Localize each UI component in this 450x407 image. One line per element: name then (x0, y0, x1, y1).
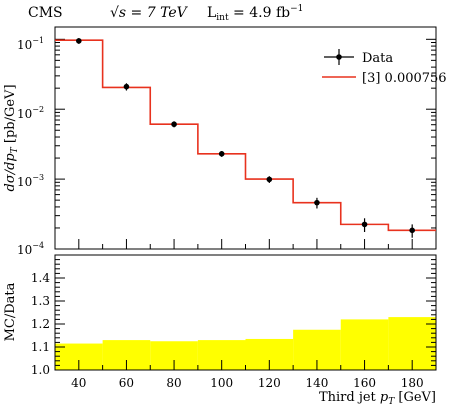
data-point (171, 121, 177, 128)
ytick-label-1e-3: 10−3 (17, 173, 44, 189)
legend-data-marker (336, 54, 342, 60)
xtick-label: 140 (305, 376, 328, 390)
xtick-label: 60 (119, 376, 134, 390)
ratio-ylabel: MC/Data (3, 282, 18, 341)
energy-label: √s = 7 TeV (110, 5, 189, 21)
data-point (361, 221, 368, 228)
xtick-label: 80 (166, 376, 181, 390)
main-axis-ticks (54, 38, 437, 250)
luminosity-label: Lint = 4.9 fb−1 (207, 4, 303, 23)
data-point (218, 151, 225, 157)
xtick-label: 100 (210, 376, 233, 390)
ytick-label-1e-2: 10−2 (17, 105, 44, 121)
ratio-ytick-labels: 1.0 1.1 1.2 1.3 1.4 (31, 271, 50, 377)
ytick-label-1e-4: 10−4 (17, 241, 44, 257)
ratio-ytick-label: 1.4 (31, 271, 50, 285)
ratio-axis-ticks (54, 254, 437, 371)
data-point (314, 199, 320, 206)
ratio-ytick-label: 1.0 (31, 363, 50, 377)
prediction-step-line (55, 39, 436, 232)
ytick-label-1e-1: 10−1 (17, 36, 44, 52)
main-plot-marks (55, 38, 436, 238)
ratio-ytick-label: 1.2 (31, 317, 50, 331)
legend: Data [3] 0.000756 (322, 49, 447, 86)
main-panel: 10−1 10−2 10−3 10−4 dσ/dpT [pb/GeV] Data… (3, 26, 447, 257)
ratio-panel: 1.0 1.1 1.2 1.3 1.4 40 60 80 100 120 140 160 180 MC… (3, 254, 437, 407)
ratio-ytick-label: 1.3 (31, 294, 50, 308)
experiment-label: CMS (28, 5, 63, 21)
xtick-label: 160 (353, 376, 376, 390)
xtick-labels: 40 60 80 100 120 140 160 180 (71, 376, 423, 390)
data-point (266, 176, 273, 183)
ratio-band (55, 317, 436, 370)
xtick-label: 120 (258, 376, 281, 390)
data-point (123, 83, 130, 90)
data-point (76, 38, 82, 44)
ratio-ytick-label: 1.1 (31, 340, 50, 354)
legend-prediction-label: [3] 0.000756 (362, 71, 447, 86)
xtick-label: 40 (71, 376, 86, 390)
legend-data-label: Data (362, 51, 393, 66)
xtick-label: 180 (401, 376, 424, 390)
main-ylabel: dσ/dpT [pb/GeV] (3, 84, 20, 191)
xaxis-label: Third jet pT [GeV] (319, 390, 436, 407)
data-point (409, 227, 415, 234)
